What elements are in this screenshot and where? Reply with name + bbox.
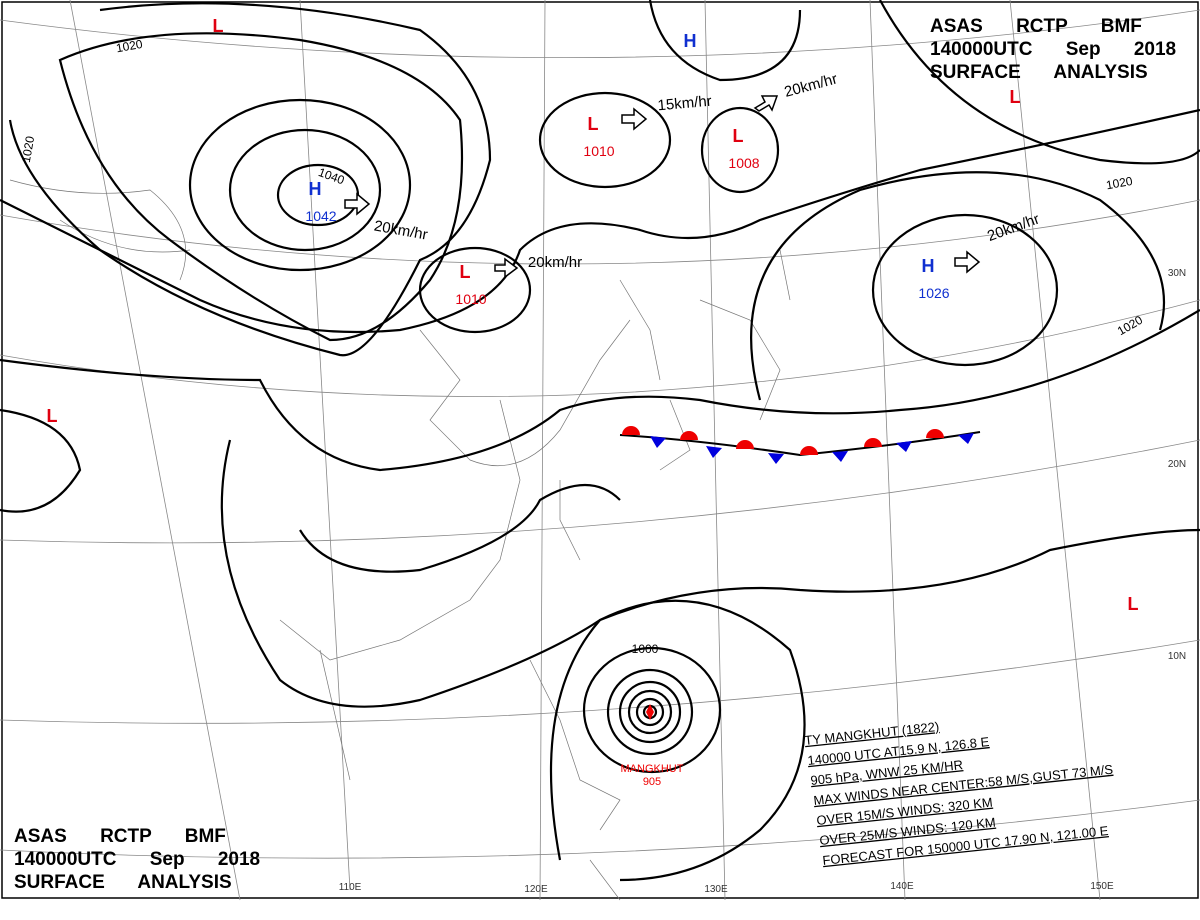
center-value: 1026 [918, 285, 949, 301]
header-line: 140000UTC Sep 2018 [14, 849, 260, 870]
coastlines [9, 179, 791, 901]
center-letter: H [922, 256, 935, 276]
lat-label: 30N [1168, 268, 1186, 279]
lon-label: 150E [1090, 881, 1114, 892]
motion-label: 15km/hr [657, 93, 712, 115]
isobar-label: 1020 [19, 135, 37, 164]
center-letter: L [588, 114, 599, 134]
isobar-label: 1020 [1105, 174, 1134, 192]
isobar-label: 1000 [632, 642, 659, 656]
map-frame [1, 1, 1199, 899]
header-line: SURFACE ANALYSIS [14, 872, 232, 893]
lon-label: 110E [339, 882, 362, 893]
isobars [0, 0, 1200, 882]
center-letter: L [460, 262, 471, 282]
isobar-label: 1020 [115, 37, 144, 55]
lon-label: 120E [524, 884, 548, 895]
motion-label: 20km/hr [528, 254, 582, 271]
center-letter: H [309, 179, 322, 199]
lat-label: 20N [1168, 459, 1186, 470]
lon-label: 140E [890, 881, 914, 892]
typhoon-pressure: 905 [643, 776, 661, 788]
center-letter: L [213, 16, 224, 36]
header-line: SURFACE ANALYSIS [930, 62, 1148, 83]
center-letter: L [1010, 87, 1021, 107]
center-letter: L [47, 406, 58, 426]
lon-label: 130E [704, 884, 728, 895]
header-line: 140000UTC Sep 2018 [930, 39, 1176, 60]
center-value: 1042 [305, 208, 336, 224]
center-value: 1010 [583, 143, 614, 159]
typhoon-symbol [646, 704, 654, 720]
header-line: ASAS RCTP BMF [930, 16, 1142, 37]
motion-arrows [344, 95, 981, 279]
center-letter: L [733, 126, 744, 146]
center-letter: L [1128, 594, 1139, 614]
typhoon-name: MANGKHUT [621, 763, 684, 775]
front [619, 426, 981, 464]
center-value: 1010 [455, 291, 486, 307]
header-line: ASAS RCTP BMF [14, 826, 226, 847]
lat-label: 10N [1168, 651, 1186, 662]
center-letter: H [684, 31, 697, 51]
center-value: 1008 [728, 155, 759, 171]
